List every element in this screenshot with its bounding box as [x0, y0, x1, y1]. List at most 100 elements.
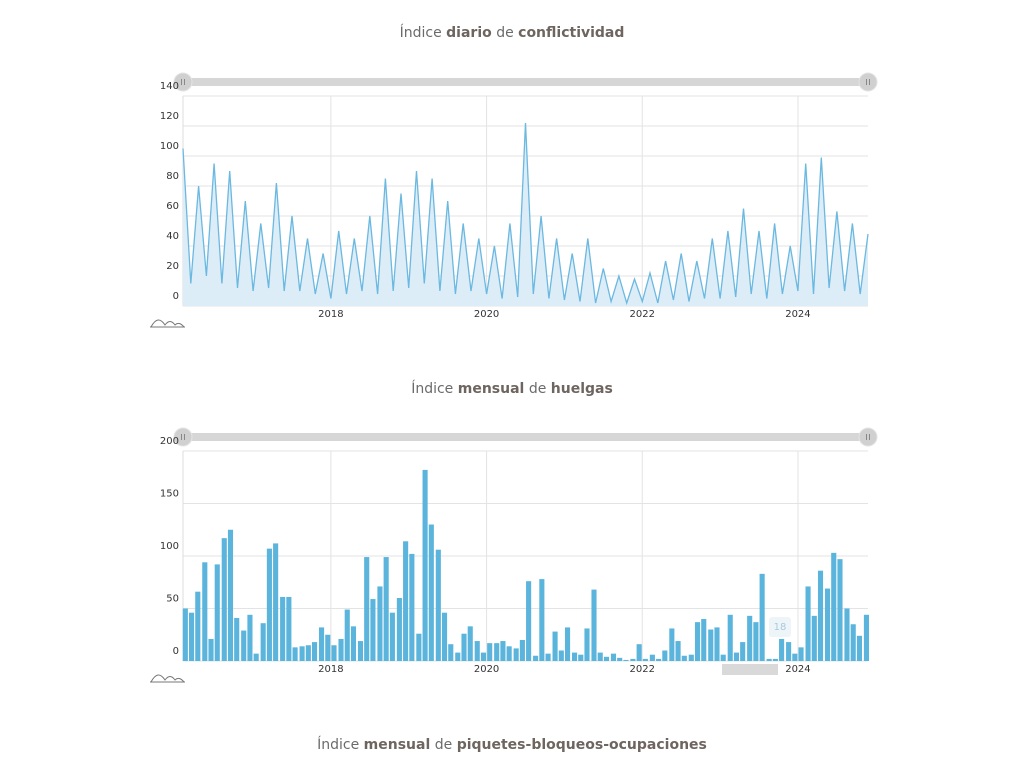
tooltip-text: 18: [774, 622, 787, 633]
chart-title: Índice mensual de huelgas: [411, 380, 613, 397]
bar: [610, 653, 617, 661]
bar: [305, 645, 311, 661]
bar: [195, 591, 201, 661]
bar: [617, 657, 623, 661]
bar: [519, 640, 525, 661]
bar: [856, 635, 862, 661]
bar: [435, 549, 441, 661]
bar: [455, 652, 461, 661]
range-slider-handle: [858, 427, 878, 447]
bar: [338, 638, 344, 661]
y-tick-label: 120: [160, 111, 179, 122]
bar: [817, 570, 824, 661]
tooltip-box: [769, 617, 791, 637]
area: [183, 123, 868, 306]
range-slider-handle: [173, 427, 193, 447]
bar: [662, 650, 668, 661]
bar: [526, 581, 532, 661]
bar: [208, 638, 214, 661]
bar: [416, 633, 422, 661]
bar: [461, 633, 467, 661]
y-tick-label: 40: [166, 231, 179, 242]
bar: [584, 628, 590, 661]
bar: [364, 557, 370, 661]
bar: [377, 586, 383, 661]
x-tick-label: 2022: [630, 309, 655, 320]
bar: [630, 658, 636, 661]
bar: [280, 596, 286, 661]
chart-icon: [150, 674, 185, 683]
bar: [533, 655, 539, 661]
bar: [792, 653, 798, 661]
bar: [779, 638, 785, 661]
title-part: mensual: [458, 381, 525, 397]
bar: [202, 562, 208, 661]
bar: [182, 608, 188, 661]
bar: [747, 615, 753, 661]
bar: [500, 641, 506, 661]
x-tick-label: 2024: [785, 309, 810, 320]
title-part: Índice: [400, 24, 442, 41]
bar: [642, 658, 648, 661]
bar: [494, 643, 500, 661]
y-tick-label: 100: [160, 541, 179, 552]
bar: [325, 634, 331, 661]
bar: [448, 644, 454, 661]
bar: [344, 609, 350, 661]
bar: [383, 557, 389, 661]
bar: [681, 655, 687, 661]
title-part: Índice: [317, 736, 359, 753]
bar: [623, 659, 629, 661]
bar: [786, 642, 792, 661]
bar: [688, 654, 694, 661]
bar: [578, 654, 584, 661]
bar: [422, 469, 428, 661]
bar: [558, 650, 564, 661]
bar: [221, 538, 227, 661]
bar: [831, 552, 837, 661]
x-tick-label: 2018: [318, 664, 343, 675]
bar: [389, 612, 395, 661]
bar: [260, 623, 266, 661]
bar: [266, 548, 272, 661]
bar: [350, 626, 357, 661]
selection-bar: [722, 664, 778, 675]
bar: [552, 631, 558, 661]
bar: [597, 652, 603, 661]
bar: [772, 658, 778, 661]
bar: [850, 624, 856, 661]
bar: [370, 599, 376, 661]
bar: [636, 644, 642, 661]
bar: [227, 529, 234, 661]
bar: [740, 642, 746, 661]
bar: [539, 579, 545, 661]
bar: [753, 622, 759, 661]
bar: [331, 645, 337, 661]
x-tick-label: 2024: [785, 664, 810, 675]
bar: [669, 628, 675, 661]
range-slider-handle: [858, 72, 878, 92]
bar: [694, 622, 701, 661]
bar: [720, 654, 726, 661]
bar: [189, 612, 195, 661]
bar: [714, 627, 720, 661]
bar: [319, 627, 325, 661]
range-slider-handle: [173, 72, 193, 92]
y-tick-label: 0: [173, 291, 179, 302]
bar: [286, 596, 292, 661]
bar: [708, 629, 714, 661]
title-part: de: [435, 737, 453, 753]
x-tick-label: 2022: [630, 664, 655, 675]
bar: [467, 626, 473, 661]
title-part: diario: [446, 25, 492, 41]
bar: [292, 647, 298, 661]
x-tick-label: 2018: [318, 309, 343, 320]
title-part: mensual: [364, 737, 431, 753]
line: [182, 122, 869, 306]
bar: [396, 598, 402, 661]
title-part: huelgas: [551, 381, 613, 397]
bar: [273, 543, 279, 661]
range-slider-track: [183, 78, 868, 86]
bar: [247, 614, 253, 661]
bar: [214, 564, 220, 661]
